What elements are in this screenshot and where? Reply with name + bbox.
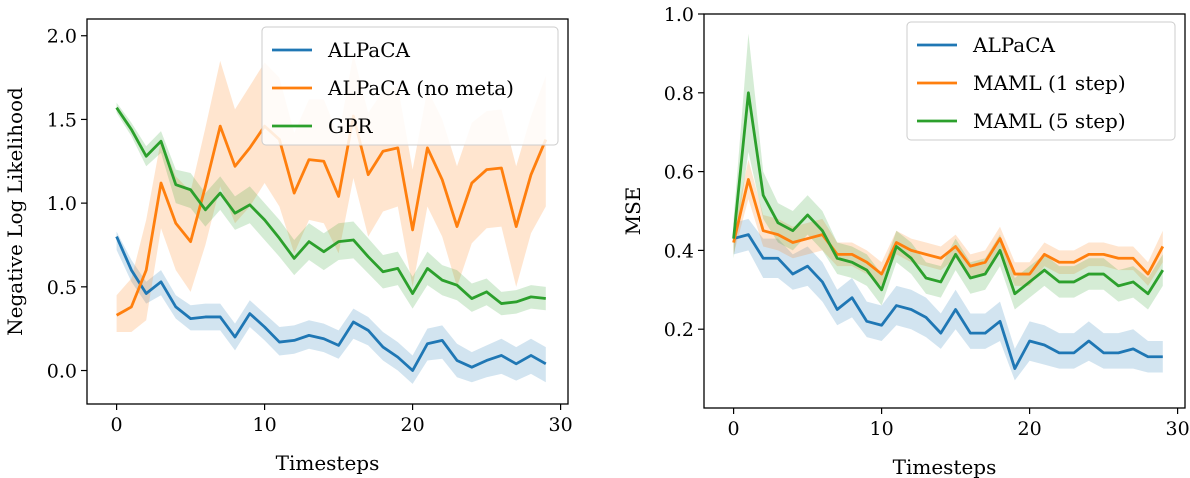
- legend-entry: ALPaCA: [327, 38, 411, 62]
- x-axis-label: Timesteps: [276, 451, 380, 475]
- axes-frame: [86, 18, 569, 405]
- y-tick-label: 1.0: [664, 4, 694, 26]
- x-tick-label: 20: [1018, 418, 1042, 440]
- confidence-band-0: [116, 231, 546, 384]
- legend: ALPaCA ALPaCA (no meta) GPR: [261, 26, 559, 146]
- y-tick-label: 1.0: [47, 193, 77, 215]
- legend-entry: GPR: [328, 114, 373, 138]
- x-tick-label: 10: [870, 418, 894, 440]
- legend: ALPaCA MAML (1 step) MAML (5 step): [906, 21, 1176, 141]
- y-tick-label: 2.0: [47, 26, 77, 48]
- plot-area: [732, 33, 1165, 381]
- y-tick-label: 0.8: [664, 83, 694, 105]
- legend-entry: ALPaCA: [972, 33, 1056, 57]
- x-tick-label: 10: [253, 414, 277, 436]
- chart-mse: 0 10 20 30 0.2 0.4 0.6 0.8 1.0 Timesteps MSE ALPaCA…: [621, 4, 1190, 478]
- confidence-band-2: [116, 102, 546, 316]
- series-line-0: [115, 236, 547, 372]
- legend-box: [261, 26, 559, 146]
- y-tick-label: 0.4: [664, 240, 694, 262]
- x-tick-label: 0: [728, 418, 740, 440]
- confidence-band-2: [733, 33, 1163, 310]
- x-tick-label: 20: [401, 414, 425, 436]
- axes-frame: [703, 13, 1186, 409]
- y-tick-label: 0.5: [47, 277, 77, 299]
- y-tick-label: 0.6: [664, 162, 694, 184]
- chart-nll: 0 10 20 30 0.0 0.5 1.0 1.5 2.0 Timesteps Negative …: [3, 18, 573, 475]
- legend-box: [906, 21, 1176, 141]
- x-tick-label: 0: [111, 414, 123, 436]
- y-tick-label: 1.5: [47, 109, 77, 131]
- y-axis-label: Negative Log Likelihood: [3, 87, 27, 336]
- x-axis-label: Timesteps: [893, 455, 997, 478]
- y-tick-label: 0.0: [47, 361, 77, 383]
- series-line-2: [115, 106, 546, 305]
- series-line-1: [115, 114, 548, 317]
- series-line-1: [732, 178, 1165, 276]
- legend-entry: MAML (5 step): [973, 109, 1126, 133]
- legend-entry: MAML (1 step): [973, 71, 1126, 95]
- legend-entry: ALPaCA (no meta): [327, 76, 514, 100]
- series-line-2: [732, 91, 1164, 296]
- x-tick-label: 30: [549, 414, 573, 436]
- confidence-band-0: [733, 218, 1163, 381]
- series-line-0: [733, 233, 1163, 370]
- y-axis-label: MSE: [621, 187, 645, 236]
- x-tick-label: 30: [1166, 418, 1190, 440]
- y-tick-label: 0.2: [664, 319, 694, 341]
